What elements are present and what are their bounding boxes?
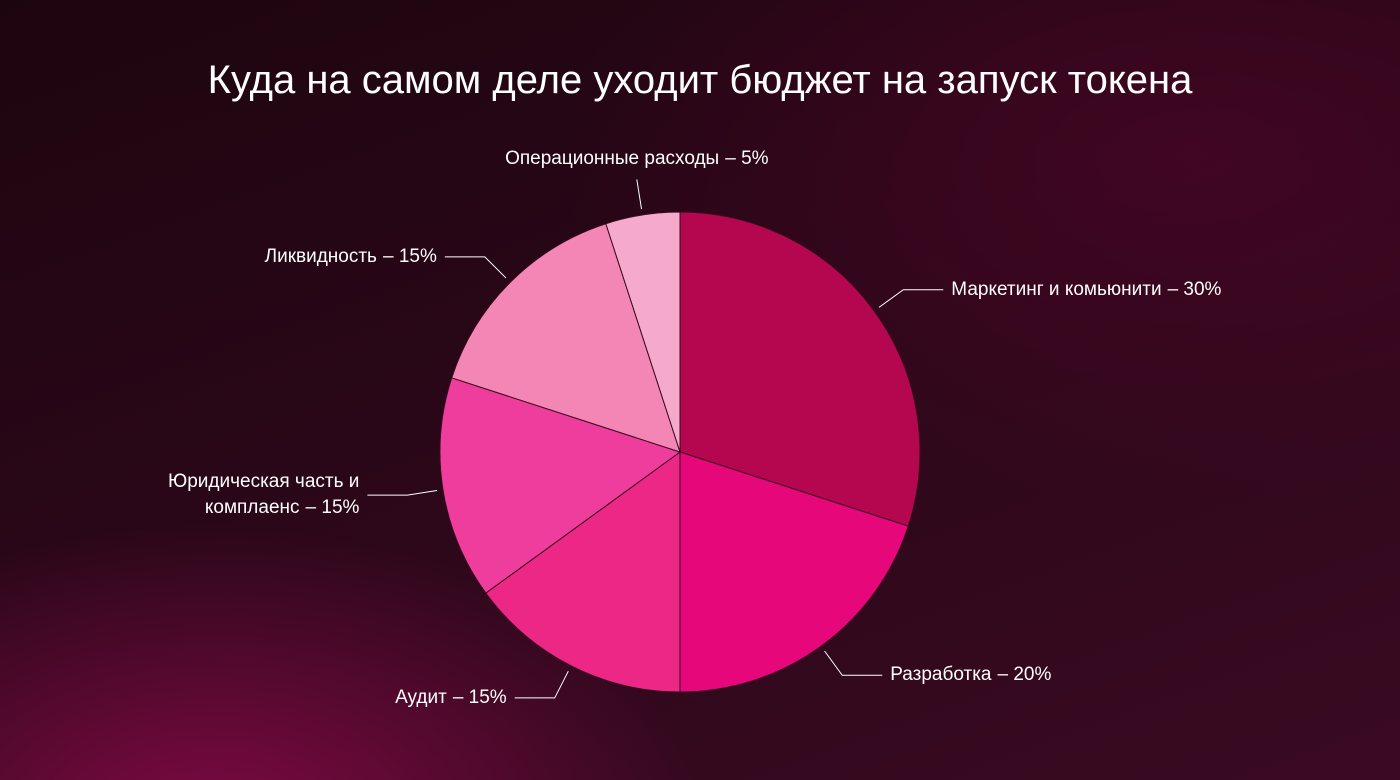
leader-line (878, 289, 944, 308)
pie-slice (605, 211, 681, 453)
slice-label: Аудит – 15% (395, 685, 507, 711)
category-label: Маркетинг и комьюнити (951, 278, 1162, 300)
category-label: Юридическая часть и комплаенс (168, 471, 360, 519)
leader-line (636, 179, 643, 210)
value-label: – 15% (452, 686, 507, 708)
category-label: Разработка (890, 664, 992, 686)
slice-label: Юридическая часть и комплаенс – 15% (159, 469, 359, 521)
value-label: – 15% (305, 497, 360, 519)
leader-line (514, 670, 569, 699)
category-label: Ликвидность (264, 245, 377, 267)
value-label: – 5% (725, 148, 769, 170)
pie-slice (439, 377, 682, 594)
pie-slice (679, 211, 921, 527)
leader-line (824, 650, 883, 676)
category-label: Операционные расходы (505, 148, 720, 170)
leader-line (444, 256, 507, 279)
leader-line (367, 489, 438, 496)
value-label: – 15% (382, 245, 437, 267)
value-label: – 20% (997, 664, 1052, 686)
slice-label: Ликвидность – 15% (265, 244, 437, 270)
slice-label: Разработка – 20% (890, 662, 1051, 688)
value-label: – 30% (1167, 278, 1222, 300)
slice-label: Маркетинг и комьюнити – 30% (951, 277, 1221, 303)
slice-label: Операционные расходы – 5% (337, 146, 937, 172)
pie-slice (451, 223, 681, 453)
pie-slice (485, 451, 681, 693)
category-label: Аудит (395, 686, 447, 708)
pie-slice (679, 451, 909, 693)
chart-title: Куда на самом деле уходит бюджет на запу… (207, 58, 1193, 102)
